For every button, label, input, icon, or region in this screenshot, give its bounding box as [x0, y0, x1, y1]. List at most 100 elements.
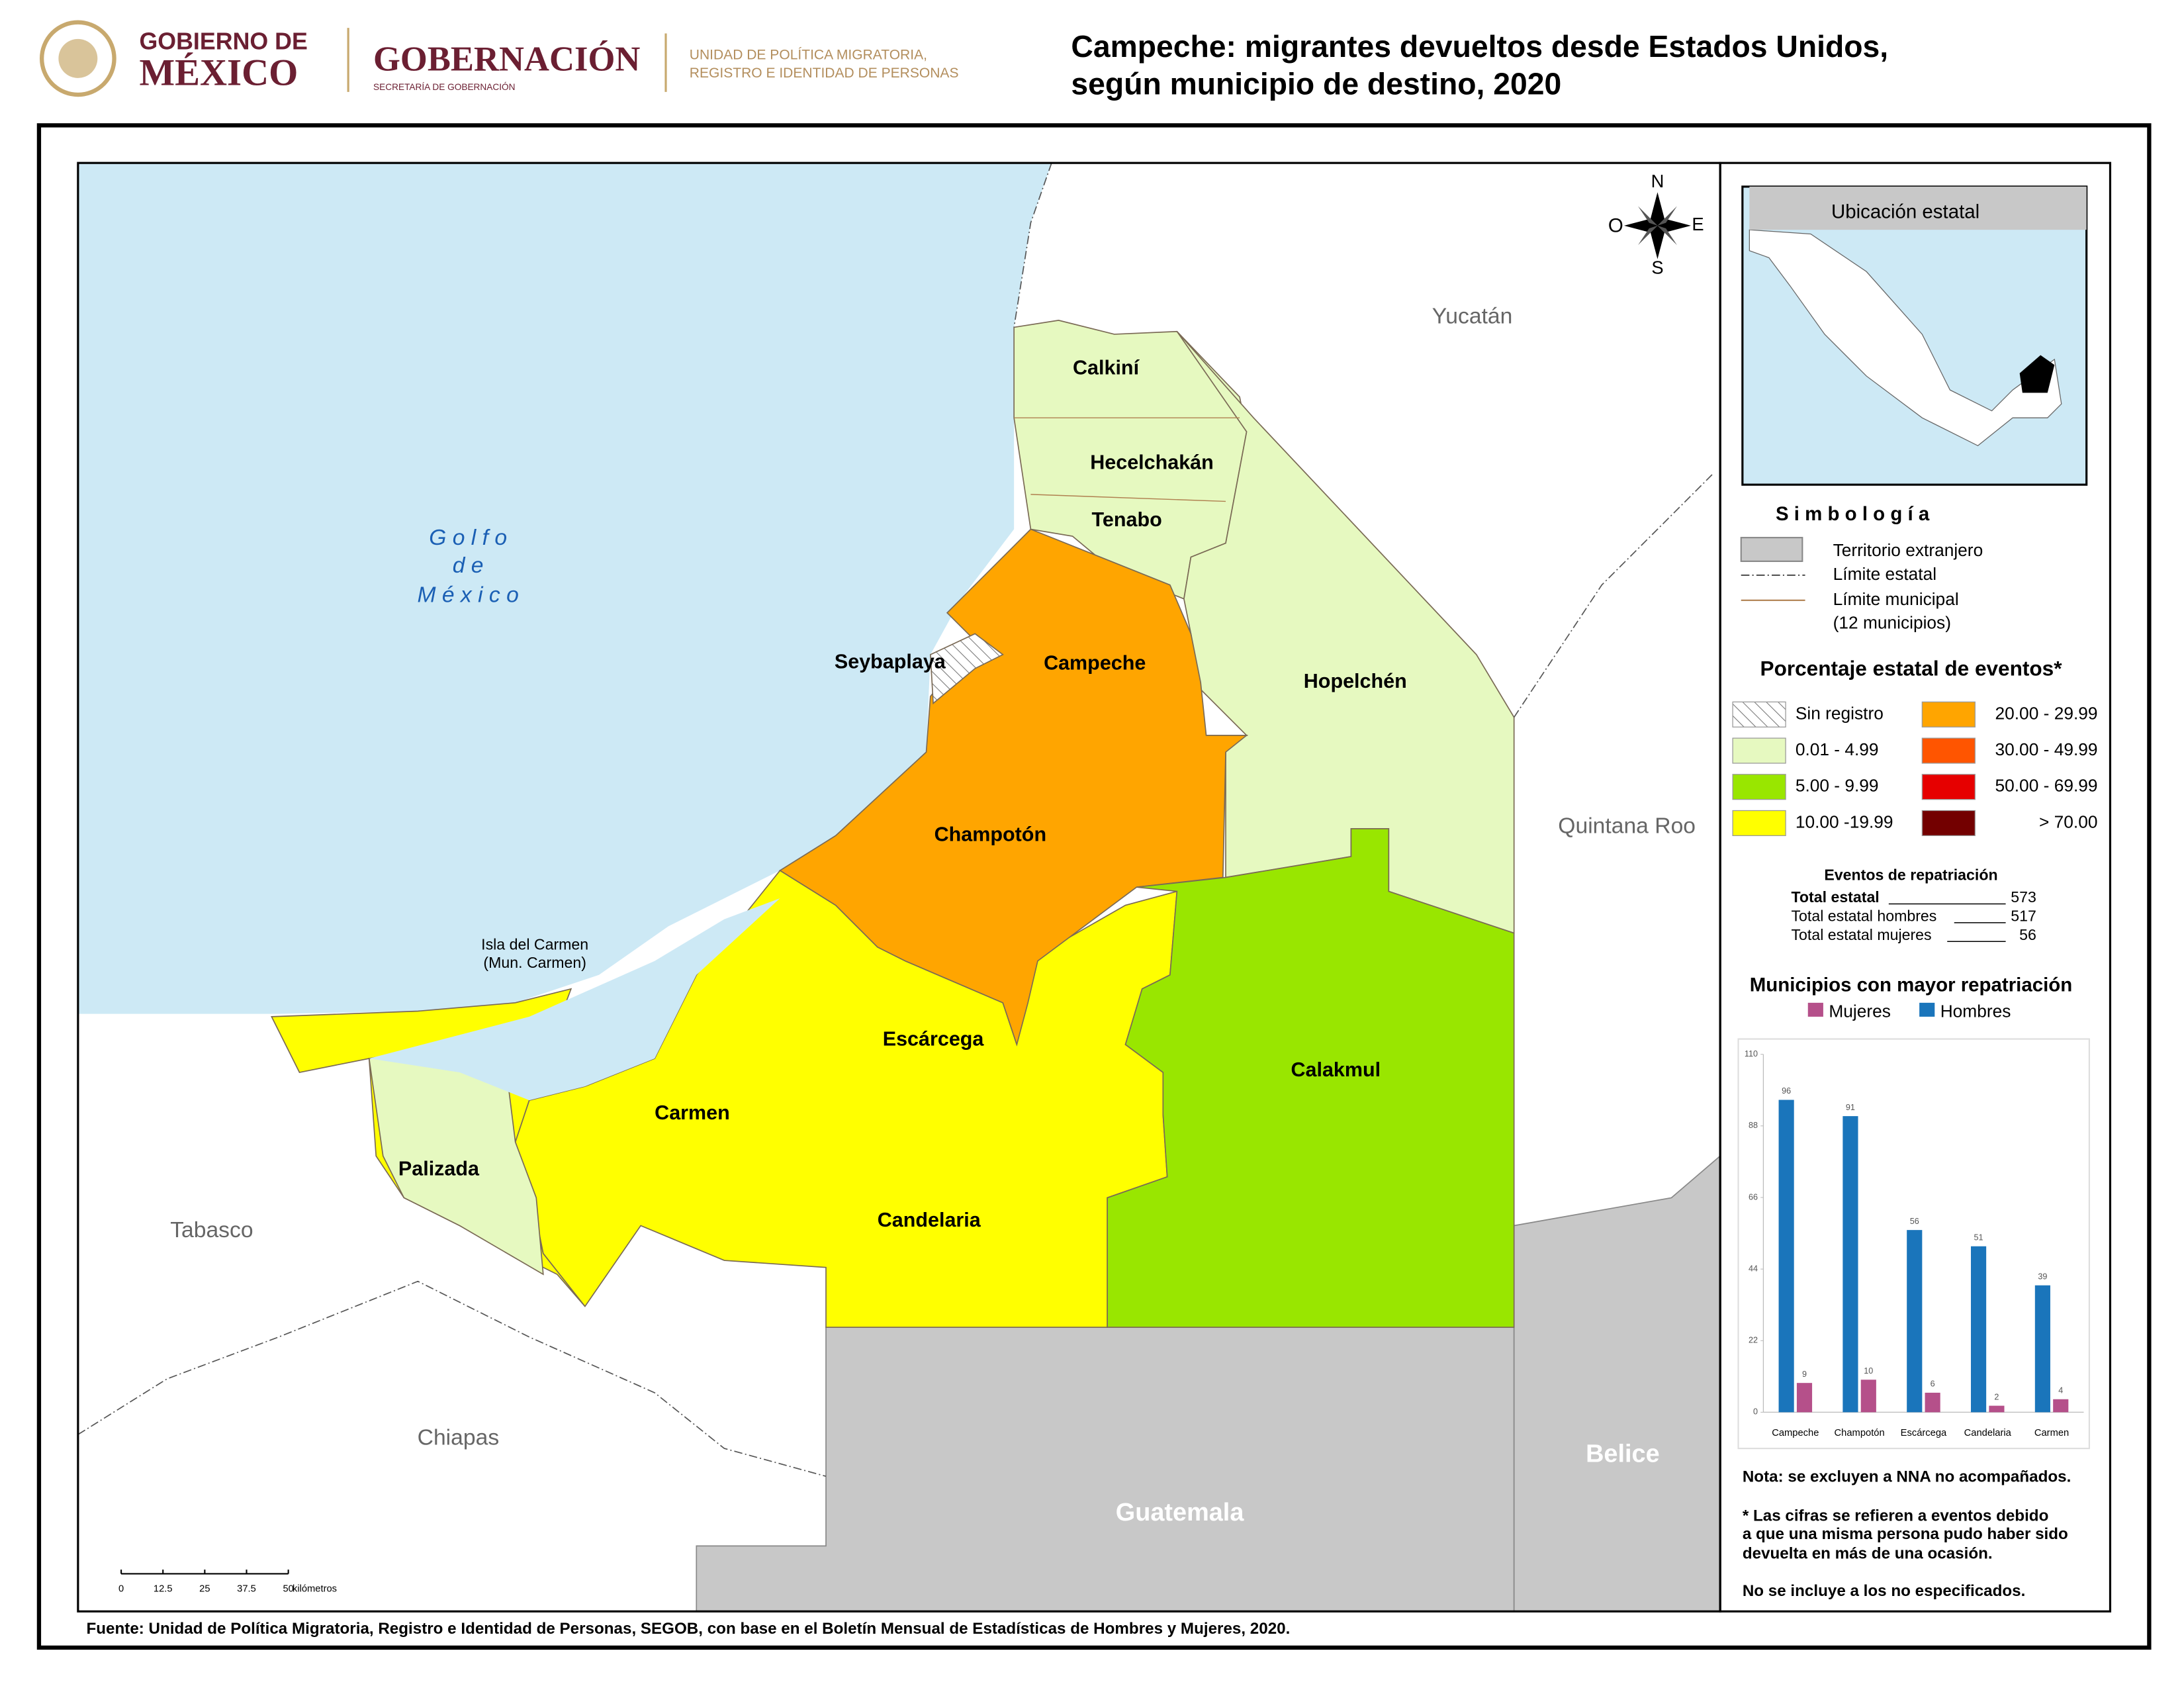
class-label: > 70.00	[2039, 812, 2097, 831]
municipality-label: Campeche	[1044, 652, 1146, 675]
value-label: 10	[1864, 1366, 1873, 1376]
country-label: Belice	[1586, 1440, 1660, 1468]
note: * Las cifras se refieren a eventos debid…	[1743, 1507, 2049, 1525]
legend-label: Territorio extranjero	[1833, 540, 1983, 560]
municipality-label: Hopelchén	[1304, 670, 1407, 692]
bar	[1970, 1246, 1987, 1413]
municipality-label: Tenabo	[1092, 508, 1162, 531]
bar	[2034, 1285, 2050, 1413]
note: No se incluye a los no especificados.	[1743, 1582, 2026, 1600]
y-tick-label: 110	[1745, 1049, 1758, 1058]
bar	[1843, 1116, 1858, 1413]
y-tick-label: 22	[1749, 1336, 1758, 1345]
ministry-sub: SECRETARÍA DE GOBERNACIÓN	[373, 82, 516, 92]
legend-swatch	[1807, 1002, 1823, 1017]
legend-label: Límite municipal	[1833, 589, 1959, 609]
total-value: 573	[2011, 888, 2036, 906]
class-swatch	[1921, 810, 1976, 837]
bar	[1925, 1392, 1940, 1413]
class-label: 50.00 - 69.99	[1995, 776, 2098, 796]
bar	[2053, 1399, 2069, 1413]
class-swatch	[1921, 737, 1976, 764]
municipality-label: Seybaplaya	[835, 651, 946, 673]
class-swatch	[1732, 701, 1786, 727]
municipality	[1107, 828, 1515, 1328]
inset-map	[1749, 229, 2062, 447]
neighbor-label: Chiapas	[418, 1425, 500, 1450]
value-label: 96	[1782, 1086, 1791, 1096]
neighbor-label: Tabasco	[170, 1218, 253, 1243]
neighbor-label: Quintana Roo	[1558, 814, 1696, 839]
municipality-label: Palizada	[398, 1157, 480, 1180]
title: Campeche: migrantes devueltos desde Esta…	[1071, 29, 1888, 64]
map: G o l f o d e M é x i c o Yucatán Quinta…	[77, 163, 1721, 1612]
bar	[1778, 1100, 1794, 1413]
municipality-label: Hecelchakán	[1090, 451, 1214, 474]
total-label: Total estatal hombres	[1792, 908, 1937, 925]
municipal-boundary	[1014, 417, 1240, 502]
outer-frame	[36, 123, 2152, 1650]
belize	[1513, 1155, 1721, 1612]
y-tick-label: 44	[1749, 1264, 1758, 1273]
sea-label: G o l f o	[429, 526, 507, 550]
class-label: 30.00 - 49.99	[1995, 739, 2098, 759]
municipality-label: Champotón	[934, 823, 1046, 845]
scale-unit: kilómetros	[293, 1584, 337, 1595]
class-label: 0.01 - 4.99	[1796, 739, 1879, 759]
ministry: GOBERNACIÓN	[373, 40, 640, 79]
note: a que una misma persona pudo haber sido	[1743, 1525, 2068, 1543]
chart: 0 22 44 66 88 110 Campeche 9 96 Champotón 10 91 Escá…	[1745, 1002, 2084, 1438]
note: devuelta en más de una ocasión.	[1743, 1544, 1993, 1562]
neighbor-label: Yucatán	[1432, 305, 1513, 329]
scale-label: 50	[283, 1584, 293, 1595]
inset-state	[2019, 355, 2055, 393]
municipality-label: Carmen	[655, 1102, 730, 1124]
compass-label: O	[1608, 215, 1623, 237]
municipality-label: Candelaria	[878, 1209, 981, 1231]
country-label: Guatemala	[1116, 1499, 1245, 1526]
island-label: Isla del Carmen	[481, 936, 588, 953]
state-boundary	[1013, 163, 1714, 718]
total-label: Total estatal	[1792, 888, 1880, 906]
bar	[1796, 1383, 1813, 1413]
value-label: 39	[2038, 1272, 2047, 1281]
lagoon	[369, 898, 780, 1101]
legend-label: Límite estatal	[1833, 564, 1936, 584]
class-label: 20.00 - 29.99	[1995, 703, 2098, 723]
note: Nota: se excluyen a NNA no acompañados.	[1743, 1468, 2071, 1486]
legend-title: S i m b o l o g í a	[1776, 503, 1930, 525]
chart-title: Municipios con mayor repatriación	[1750, 974, 2073, 996]
state-boundary	[77, 1280, 827, 1477]
title: según municipio de destino, 2020	[1071, 67, 1561, 101]
bar	[1860, 1380, 1876, 1413]
unit-line: UNIDAD DE POLÍTICA MIGRATORIA,	[690, 48, 927, 63]
compass-label: S	[1651, 257, 1663, 277]
y-tick-label: 66	[1749, 1192, 1758, 1201]
class-label: 10.00 -19.99	[1796, 812, 1893, 831]
value-label: 4	[2058, 1385, 2063, 1395]
side-panel	[1719, 162, 2112, 1613]
value-label: 56	[1910, 1217, 1919, 1226]
gov-line: GOBIERNO DE	[139, 28, 307, 55]
value-label: 2	[1994, 1392, 1999, 1401]
x-tick-label: Champotón	[1835, 1428, 1885, 1438]
gov-line: MÉXICO	[139, 52, 298, 94]
sea	[77, 163, 1052, 1014]
x-tick-label: Campeche	[1772, 1428, 1819, 1438]
class-swatch	[1732, 737, 1786, 764]
value-label: 51	[1974, 1233, 1983, 1242]
class-swatch	[1732, 774, 1786, 800]
municipality-label: Calkiní	[1073, 357, 1140, 379]
emblem	[39, 20, 116, 97]
sea-label: d e	[453, 553, 484, 578]
x-tick-label: Carmen	[2034, 1428, 2069, 1438]
municipality-label: Calakmul	[1291, 1058, 1381, 1081]
bar	[1989, 1405, 2005, 1413]
value-label: 91	[1846, 1103, 1855, 1112]
scale-label: 0	[118, 1584, 124, 1595]
legend-label: Hombres	[1940, 1002, 2011, 1021]
legend-swatch	[1740, 537, 1803, 562]
class-swatch	[1921, 774, 1976, 800]
total-value: 56	[2019, 926, 2036, 943]
